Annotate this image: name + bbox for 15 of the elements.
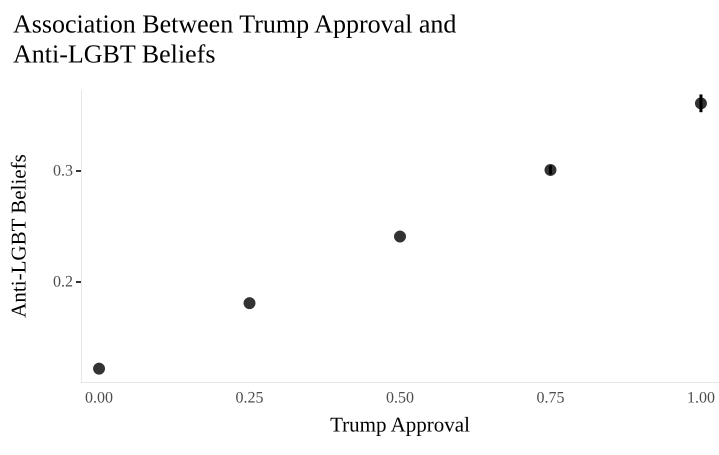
y-tick-label: 0.2 — [53, 274, 73, 291]
x-tick-label: 0.00 — [85, 390, 114, 406]
x-tick-label: 0.75 — [536, 390, 564, 406]
point — [93, 362, 106, 375]
chart-title: Association Between Trump Approval and Anti-LGBT Beliefs — [13, 10, 456, 68]
x-tick-label: 1.00 — [686, 390, 715, 406]
x-tick-label: 0.50 — [386, 390, 414, 406]
x-tick-label: 0.25 — [236, 390, 264, 406]
point — [394, 230, 406, 243]
y-tick-label: 0.3 — [53, 162, 73, 180]
point — [544, 164, 556, 176]
point — [244, 297, 256, 310]
point — [694, 97, 707, 110]
x-axis-title: Trump Approval — [330, 412, 470, 436]
y-axis-title: Anti-LGBT Beliefs — [6, 154, 30, 318]
